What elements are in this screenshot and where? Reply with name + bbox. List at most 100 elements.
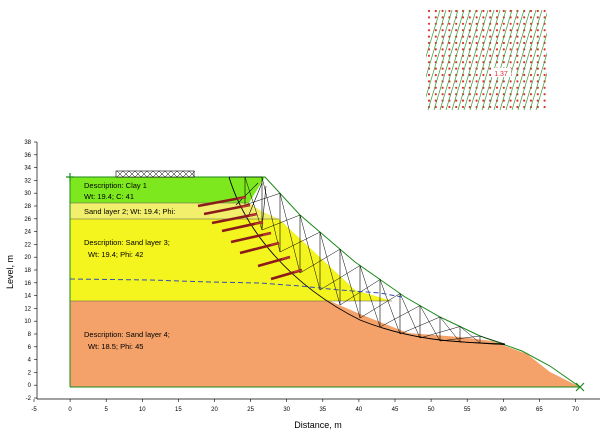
layer-clay-1	[70, 177, 265, 203]
grid-slip-line	[426, 9, 447, 78]
x-tick-label: 65	[536, 407, 543, 413]
grid-dot	[523, 80, 526, 83]
ground-surface	[70, 176, 581, 388]
x-tick-label: 35	[319, 407, 326, 413]
x-tick-label: 45	[392, 407, 399, 413]
min-fos-label: 1.37	[494, 71, 508, 78]
slice-diagonal	[459, 341, 506, 346]
soil-nail-head	[237, 196, 247, 200]
grid-slip-line	[487, 9, 519, 111]
grid-dot	[523, 41, 526, 45]
grid-dot	[468, 99, 471, 102]
x-tick-label: 55	[464, 407, 471, 413]
grid-dot	[529, 54, 533, 57]
grid-dot	[482, 9, 485, 13]
y-tick-label: 24	[24, 230, 31, 236]
grid-dot	[495, 22, 499, 25]
grid-slip-line	[457, 9, 489, 111]
x-tick-label: 40	[356, 407, 363, 413]
slip-surface	[228, 176, 506, 346]
slip-center-grid: 1.37	[426, 8, 547, 112]
grid-dot	[509, 29, 512, 32]
layer-3-label: Description: Sand layer 3;	[84, 238, 170, 247]
grid-dot	[427, 54, 431, 57]
grid-dot	[448, 86, 451, 89]
y-tick-label: 32	[24, 178, 31, 184]
grid-dot	[475, 61, 478, 64]
grid-dot	[523, 35, 526, 38]
grid-dot	[495, 93, 499, 96]
grid-slip-line	[439, 9, 471, 111]
x-tick-label: 15	[175, 407, 182, 413]
grid-dot	[502, 29, 505, 32]
x-tick-label: 25	[247, 407, 254, 413]
grid-dot	[448, 73, 451, 77]
grid-dot	[448, 22, 451, 25]
grid-dot	[489, 86, 492, 89]
grid-dot	[536, 48, 539, 51]
grid-dot	[516, 86, 519, 89]
soil-nail-head	[281, 256, 291, 260]
grid-slip-line	[499, 9, 531, 111]
grid-dot	[448, 29, 451, 32]
slice-diagonal	[339, 249, 361, 319]
grid-dot	[516, 99, 519, 102]
grid-dot	[441, 105, 444, 109]
grid-dot	[536, 9, 539, 13]
x-tick-label: 20	[211, 407, 218, 413]
grid-dot	[509, 22, 512, 25]
grid-slip-line	[427, 9, 459, 111]
grid-dot	[475, 93, 478, 96]
grid-dot	[427, 99, 431, 102]
grid-dot	[468, 105, 471, 109]
grid-dot	[441, 73, 444, 77]
grid-dot	[475, 80, 478, 83]
slice-diagonal	[319, 232, 341, 306]
grid-dot	[455, 9, 458, 13]
grid-dot	[427, 16, 431, 19]
grid-dot	[509, 105, 512, 109]
grid-dot	[482, 99, 485, 102]
slice-diagonal	[419, 326, 461, 339]
grid-slip-line	[426, 9, 441, 58]
grid-dot	[543, 86, 546, 89]
grid-slip-line	[469, 9, 501, 111]
x-axis-label: Distance, m	[294, 420, 342, 430]
layer-1-label: Description: Clay 1	[84, 181, 147, 190]
marker-left-icon	[66, 173, 74, 181]
grid-dot	[529, 80, 533, 83]
grid-dot	[523, 54, 526, 57]
grid-dot	[523, 73, 526, 77]
y-tick-label: 10	[24, 319, 31, 325]
grid-dot	[468, 22, 471, 25]
grid-dot	[434, 9, 437, 13]
y-tick-label: 8	[28, 332, 32, 338]
grid-slip-line	[535, 72, 547, 111]
y-tick-label: 4	[28, 358, 32, 364]
y-tick-label: 18	[24, 268, 31, 274]
grid-dot	[509, 9, 512, 13]
grid-dot	[502, 41, 505, 45]
grid-dot	[502, 86, 505, 89]
x-tick-label: 0	[68, 407, 72, 413]
slice-diagonal	[299, 214, 321, 291]
grid-dot	[427, 35, 431, 38]
grid-dot	[509, 99, 512, 102]
x-tick-label: 60	[500, 407, 507, 413]
y-tick-label: 6	[28, 345, 32, 351]
grid-dot	[523, 93, 526, 96]
slice-diagonal	[399, 316, 441, 335]
grid-dot	[502, 22, 505, 25]
grid-dot	[461, 22, 465, 25]
soil-nail-head	[293, 269, 303, 273]
grid-dot	[543, 29, 546, 32]
grid-dot	[427, 22, 431, 25]
grid-slip-line	[523, 32, 547, 111]
grid-dot	[441, 54, 444, 57]
grid-dot	[489, 105, 492, 109]
grid-dot	[468, 35, 471, 38]
grid-dot	[543, 54, 546, 57]
slice-diagonal	[359, 293, 401, 319]
